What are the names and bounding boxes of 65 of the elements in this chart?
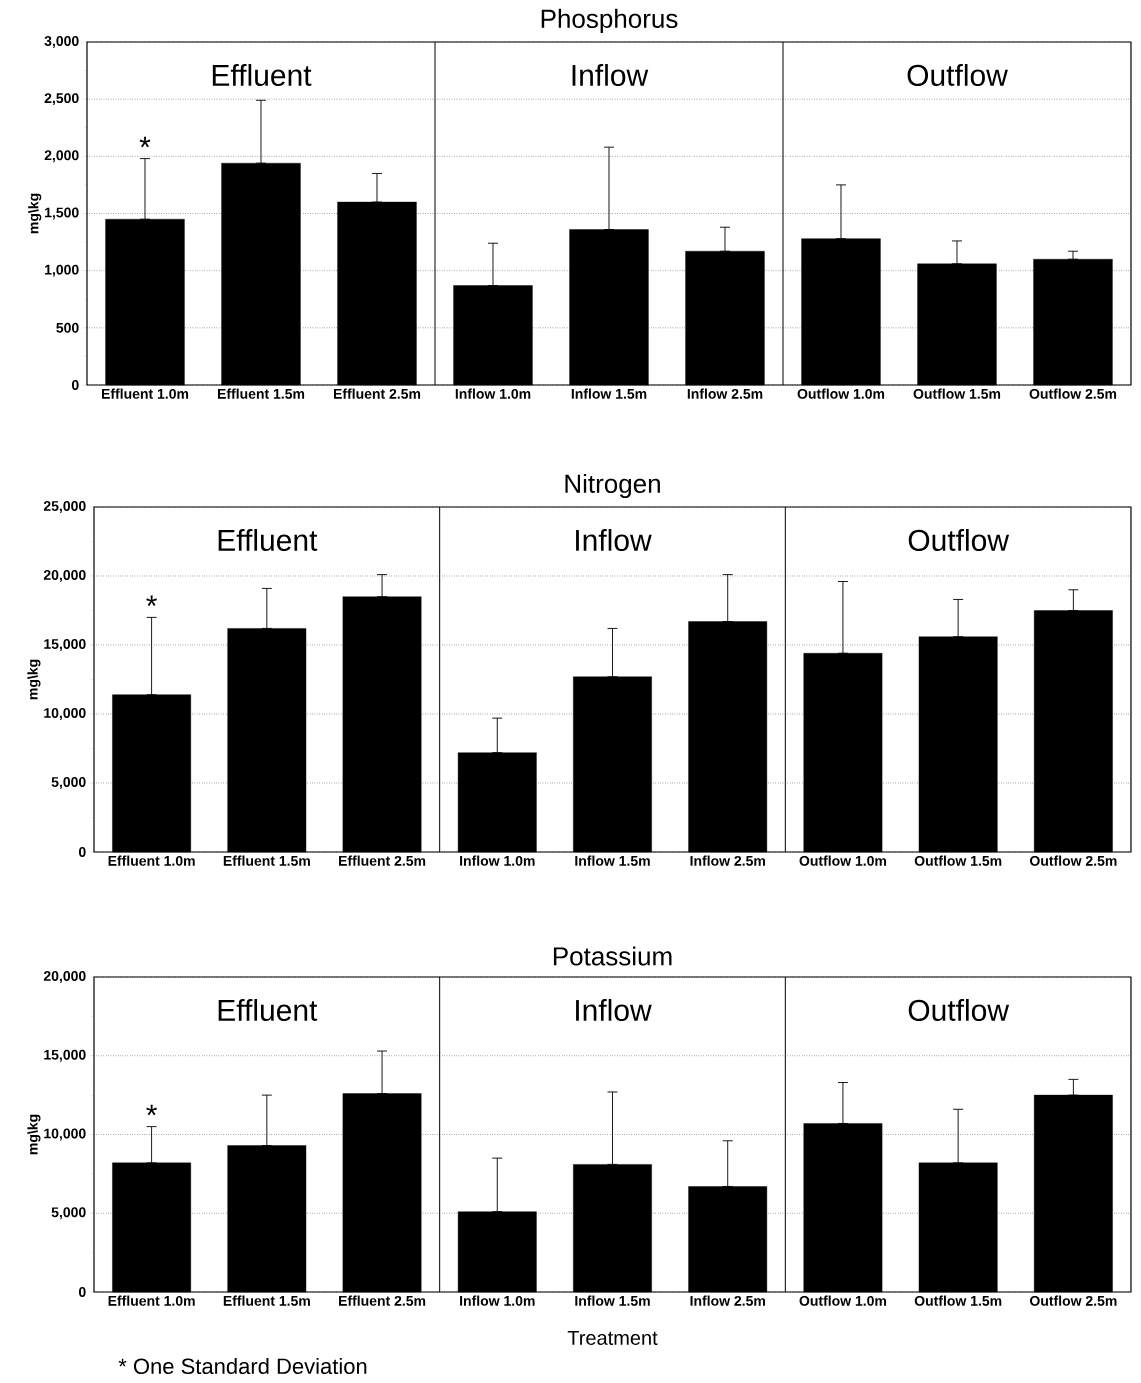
x-tick-label: Effluent 1.0m [101, 388, 189, 399]
y-tick-label: 25,000 [43, 501, 86, 513]
annotation: * [146, 1104, 157, 1116]
x-tick-label: Effluent 1.0m [108, 1295, 195, 1306]
x-tick-label: Outflow 2.5m [1030, 1295, 1117, 1306]
y-tick-label: 5,000 [51, 1207, 86, 1220]
y-axis-title: mg\kg [27, 1114, 41, 1155]
x-tick-label: Inflow 1.0m [455, 388, 531, 399]
x-tick-label: Outflow 1.5m [914, 1295, 1002, 1306]
x-tick-label: Outflow 1.0m [797, 388, 885, 399]
y-tick-label: 1,500 [45, 207, 79, 220]
x-axis-title: Treatment [567, 1331, 658, 1345]
chart-title: Phosphorus [541, 8, 678, 34]
y-tick-label: 10,000 [44, 1128, 86, 1141]
x-tick-label: Inflow 1.5m [575, 1295, 650, 1306]
y-tick-label: 1,000 [45, 264, 79, 277]
x-tick-label: Effluent 1.5m [223, 855, 310, 866]
y-tick-label: 500 [56, 322, 79, 333]
x-tick-label: Outflow 1.0m [799, 855, 887, 866]
chart-title: Nitrogen [565, 473, 660, 499]
x-tick-label: Inflow 1.0m [460, 855, 535, 866]
chart-title: Potassium [553, 946, 672, 966]
x-tick-label: Inflow 1.0m [460, 1295, 535, 1306]
y-tick-label: 2,000 [44, 150, 79, 163]
x-tick-label: Outflow 1.5m [913, 388, 1001, 399]
annotation: Outflow [908, 998, 1010, 1022]
annotation: Effluent [212, 63, 312, 87]
x-tick-label: Effluent 1.5m [223, 1295, 310, 1306]
y-tick-label: 20,000 [43, 971, 86, 983]
annotation: * [146, 595, 157, 607]
y-tick-label: 0 [78, 847, 86, 857]
y-tick-label: 2,500 [44, 93, 79, 106]
x-tick-label: Inflow 2.5m [690, 855, 765, 866]
y-tick-label: 5,000 [51, 777, 86, 789]
text: * One Standard Deviation [118, 1357, 367, 1375]
x-tick-label: Outflow 2.5m [1029, 388, 1117, 399]
x-tick-label: Effluent 2.5m [339, 1295, 426, 1306]
annotation: * [139, 136, 151, 148]
x-tick-label: Inflow 1.5m [575, 855, 650, 866]
y-tick-label: 10,000 [44, 708, 86, 720]
y-tick-label: 15,000 [44, 1049, 86, 1062]
y-tick-label: 3,000 [44, 36, 79, 48]
annotation: Effluent [218, 998, 318, 1022]
annotation: Outflow [908, 528, 1010, 552]
x-tick-label: Inflow 2.5m [687, 388, 763, 399]
y-tick-label: 0 [78, 1287, 86, 1297]
y-tick-label: 20,000 [43, 570, 86, 582]
x-tick-label: Outflow 1.0m [799, 1295, 887, 1306]
x-tick-label: Inflow 2.5m [690, 1295, 765, 1306]
x-tick-label: Effluent 2.5m [333, 388, 421, 399]
y-tick-label: 15,000 [44, 639, 86, 651]
annotation: Effluent [218, 528, 318, 552]
y-axis-title: mg\kg [27, 659, 41, 700]
annotation: Inflow [576, 528, 652, 552]
x-tick-label: Effluent 1.0m [108, 855, 195, 866]
y-tick-label: 0 [71, 380, 79, 390]
annotation: Inflow [576, 998, 652, 1022]
x-tick-label: Effluent 1.5m [217, 388, 305, 399]
y-axis-title: mg\kg [28, 193, 42, 234]
x-tick-label: Outflow 1.5m [914, 855, 1002, 866]
x-tick-label: Inflow 1.5m [571, 388, 647, 399]
annotation: Outflow [907, 63, 1008, 87]
x-tick-label: Outflow 2.5m [1030, 855, 1117, 866]
x-tick-label: Effluent 2.5m [339, 855, 426, 866]
annotation: Inflow [572, 63, 649, 87]
